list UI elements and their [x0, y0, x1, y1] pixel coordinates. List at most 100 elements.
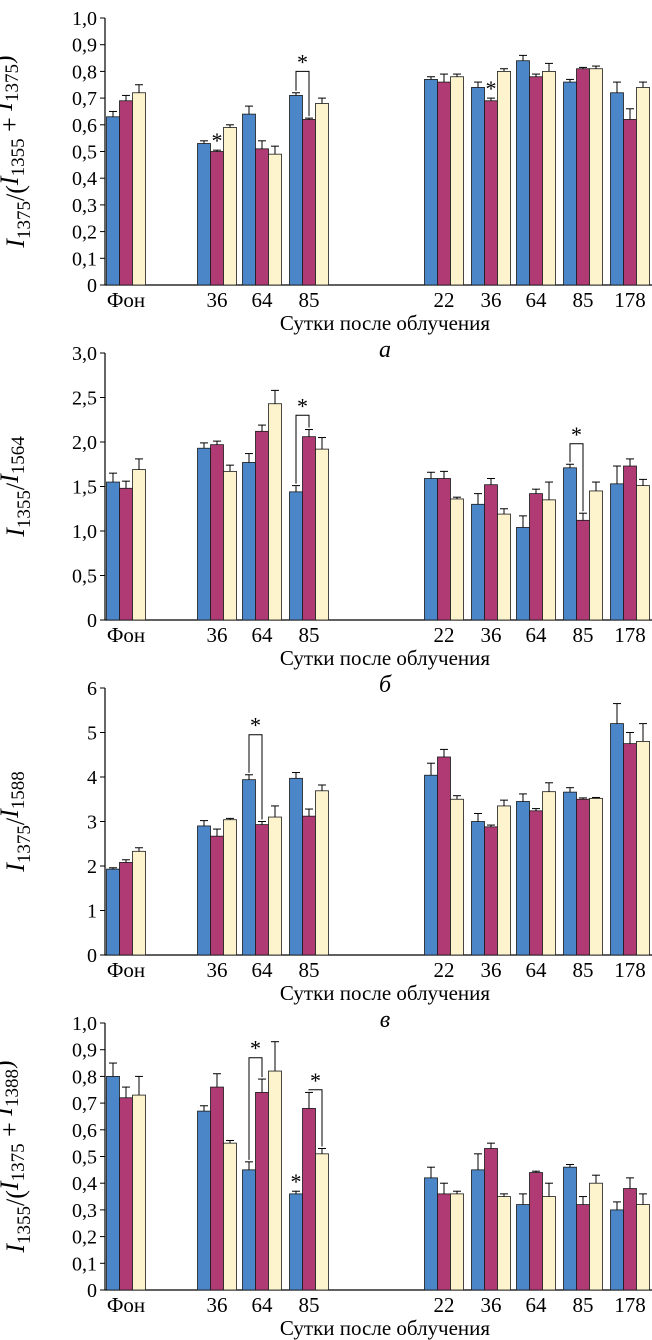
category-label: 22 [434, 288, 455, 312]
y-tick-label: 0,5 [72, 566, 97, 588]
bar [450, 1193, 464, 1291]
bar [302, 815, 316, 956]
bar [484, 826, 498, 956]
y-axis-label-part: ) [0, 1060, 18, 1069]
category-label: 64 [526, 623, 548, 647]
category-label: 36 [207, 623, 228, 647]
bar [484, 1148, 498, 1291]
y-axis-label-part: I [0, 473, 24, 484]
bar [424, 478, 438, 621]
bar [497, 805, 511, 956]
y-axis-label-part: 1588 [8, 771, 29, 809]
bar [197, 825, 211, 956]
y-tick-label: 0,7 [72, 1093, 97, 1115]
bar [623, 465, 637, 621]
y-axis-label-part: I [1, 238, 30, 249]
category-label: 64 [526, 288, 548, 312]
bar [484, 100, 498, 286]
category-label: 178 [614, 1293, 646, 1317]
bar [623, 119, 637, 286]
y-axis-label-part: + [0, 111, 24, 139]
chart-svg-a: 00,10,20,30,40,50,60,70,80,91,0I1375/(I1… [0, 8, 652, 363]
bar [210, 151, 224, 286]
bar [516, 60, 530, 286]
bar [542, 499, 556, 621]
category-label: 36 [481, 623, 502, 647]
category-label: 85 [299, 1293, 320, 1317]
y-tick-label: 2,0 [72, 432, 97, 454]
y-tick-label: 0,3 [72, 1200, 97, 1222]
category-label: 85 [573, 623, 594, 647]
category-label: 178 [614, 288, 646, 312]
y-axis-label-part: /( [1, 1190, 30, 1206]
bar [542, 71, 556, 286]
bar [255, 824, 269, 956]
y-tick-label: 0 [87, 275, 97, 297]
bar [542, 1196, 556, 1291]
bar [268, 153, 282, 286]
y-tick-label: 0,7 [72, 88, 97, 110]
bar [589, 1182, 603, 1291]
y-axis-label-part: 1355 [14, 490, 35, 528]
y-tick-label: 0,6 [72, 115, 97, 137]
bar [106, 481, 120, 621]
x-axis-label: Сутки после облучения [280, 646, 490, 670]
y-axis-label-part: I [1, 1243, 30, 1254]
category-label: 85 [573, 1293, 594, 1317]
category-label: 85 [299, 958, 320, 982]
bar [223, 1142, 237, 1291]
category-label: 36 [207, 1293, 228, 1317]
y-axis-label-part: I [1, 862, 30, 873]
bar [636, 741, 650, 956]
bar [255, 148, 269, 286]
y-tick-label: 0,1 [72, 248, 97, 270]
category-label: 85 [573, 288, 594, 312]
bar [302, 1108, 316, 1291]
bar [223, 127, 237, 286]
x-axis-label: Сутки после облучения [280, 981, 490, 1005]
bar [315, 1153, 329, 1291]
category-label: Фон [107, 958, 145, 982]
y-tick-label: 0,8 [72, 61, 97, 83]
bar [119, 100, 133, 286]
bar [563, 467, 577, 621]
y-tick-label: 1,5 [72, 477, 97, 499]
bar [589, 68, 603, 286]
y-tick-label: 0,6 [72, 1120, 97, 1142]
bar [106, 868, 120, 956]
bar [576, 519, 590, 621]
bar [315, 103, 329, 286]
bar [268, 1070, 282, 1291]
category-label: 64 [252, 1293, 274, 1317]
y-axis-label: I1375/(I1355 + I1375) [0, 55, 35, 248]
y-axis-label-part: 1375 [8, 1143, 29, 1181]
y-tick-label: 2 [87, 856, 97, 878]
bar [289, 491, 303, 621]
chart-panel-d: 00,10,20,30,40,50,60,70,80,91,0I1355/(I1… [0, 1005, 652, 1340]
y-tick-label: 0,5 [72, 1147, 97, 1169]
bar [610, 92, 624, 286]
bar [197, 447, 211, 621]
bar [119, 1097, 133, 1291]
significance-star: * [486, 76, 497, 101]
bar [302, 436, 316, 621]
y-axis-label-part: / [1, 482, 30, 490]
bar [497, 71, 511, 286]
bar [563, 1166, 577, 1291]
bar [119, 862, 133, 956]
significance-star: * [291, 1169, 302, 1194]
category-label: 85 [299, 288, 320, 312]
y-tick-label: 0 [87, 610, 97, 632]
bar [563, 81, 577, 286]
bar [450, 798, 464, 956]
panel-label: б [379, 672, 392, 698]
category-label: 22 [434, 958, 455, 982]
y-tick-label: 5 [87, 723, 97, 745]
significance-bracket [248, 734, 263, 820]
bar [210, 1086, 224, 1291]
x-axis-label: Сутки после облучения [280, 311, 490, 335]
bar [132, 469, 146, 621]
category-label: 36 [481, 288, 502, 312]
category-label: Фон [107, 288, 145, 312]
bar [210, 835, 224, 956]
